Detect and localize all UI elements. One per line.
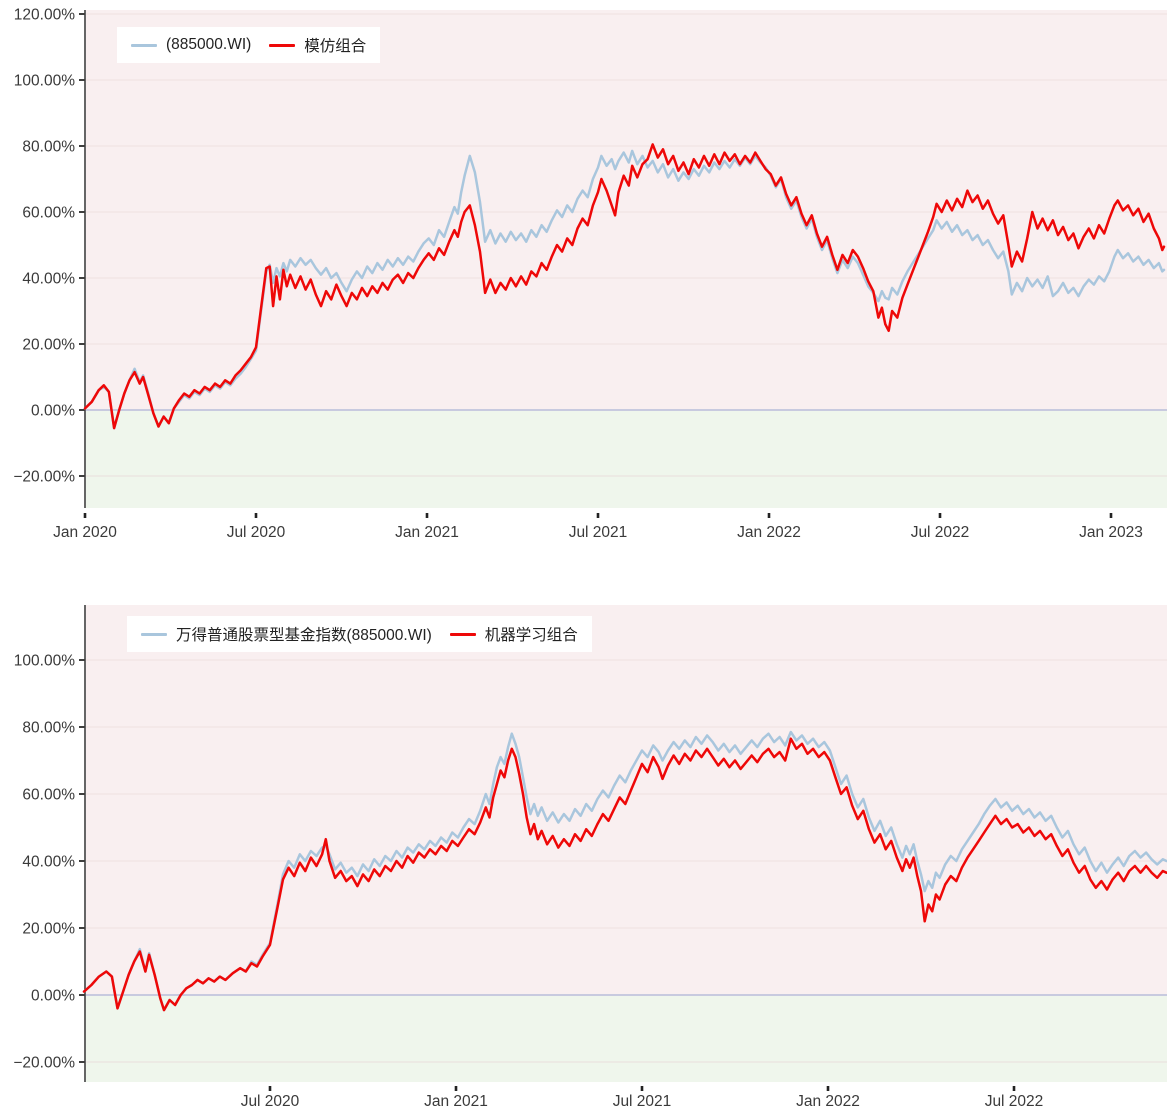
top-chart-legend: (885000.WI) 模仿组合 (117, 27, 381, 63)
x-tick (596, 513, 600, 518)
y-axis-label: 60.00% (22, 205, 75, 222)
bottom-chart-legend: 万得普通股票型基金指数(885000.WI) 机器学习组合 (127, 616, 592, 652)
index-series-label: (885000.WI) (166, 36, 252, 53)
imitation-portfolio-label: 模仿组合 (304, 38, 367, 55)
x-axis-label: Jul 2021 (569, 524, 628, 541)
fund-index-series-label: 万得普通股票型基金指数(885000.WI) (176, 627, 432, 644)
y-axis-label: 0.00% (31, 988, 75, 1005)
fund-index-series-swatch (141, 632, 167, 636)
y-axis-label: 80.00% (22, 720, 75, 737)
x-axis-label: Jul 2022 (911, 524, 970, 541)
x-tick (425, 513, 429, 518)
x-tick (1012, 1086, 1016, 1091)
bottom-chart-series-1 (82, 737, 1167, 1012)
x-axis-label: Jan 2022 (796, 1093, 860, 1110)
x-axis-label: Jan 2020 (53, 524, 117, 541)
x-tick (826, 1086, 830, 1091)
y-axis-label: 120.00% (14, 7, 75, 24)
y-axis-label: 40.00% (22, 271, 75, 288)
x-axis-label: Jan 2021 (395, 524, 459, 541)
x-axis-label: Jul 2021 (613, 1093, 672, 1110)
x-axis-label: Jan 2021 (424, 1093, 488, 1110)
y-axis-label: 80.00% (22, 139, 75, 156)
x-axis-label: Jul 2020 (227, 524, 286, 541)
y-axis-label: 60.00% (22, 787, 75, 804)
x-tick (1109, 513, 1113, 518)
x-tick (454, 1086, 458, 1091)
x-axis-label: Jan 2023 (1079, 524, 1143, 541)
x-tick (254, 513, 258, 518)
y-axis-label: 0.00% (31, 403, 75, 420)
x-tick (938, 513, 942, 518)
x-tick (640, 1086, 644, 1091)
top-chart-series-1 (83, 143, 1166, 430)
y-axis-label: −20.00% (13, 1055, 75, 1072)
top-chart: 120.00% 100.00% 80.00% 60.00% 40.00% 20.00% 0.… (13, 7, 1167, 541)
y-axis-label: 20.00% (22, 337, 75, 354)
imitation-portfolio-swatch (269, 43, 296, 47)
x-tick (767, 513, 771, 518)
y-axis-label: −20.00% (13, 469, 75, 486)
x-axis-label: Jan 2022 (737, 524, 801, 541)
x-tick (83, 513, 87, 518)
y-axis-label: 100.00% (14, 73, 75, 90)
y-axis-label: 20.00% (22, 921, 75, 938)
ml-portfolio-swatch (449, 632, 476, 636)
x-tick (268, 1086, 272, 1091)
y-axis-label: 100.00% (14, 653, 75, 670)
index-series-swatch (131, 43, 157, 47)
negative-area (86, 410, 1167, 508)
y-axis-label: 40.00% (22, 854, 75, 871)
bottom-chart: 100.00% 80.00% 60.00% 40.00% 20.00% 0.00% −20.… (13, 605, 1167, 1110)
x-axis-label: Jul 2022 (985, 1093, 1044, 1110)
negative-area (86, 995, 1167, 1082)
x-axis-label: Jul 2020 (241, 1093, 300, 1110)
ml-portfolio-label: 机器学习组合 (484, 627, 578, 644)
positive-area (86, 10, 1167, 410)
